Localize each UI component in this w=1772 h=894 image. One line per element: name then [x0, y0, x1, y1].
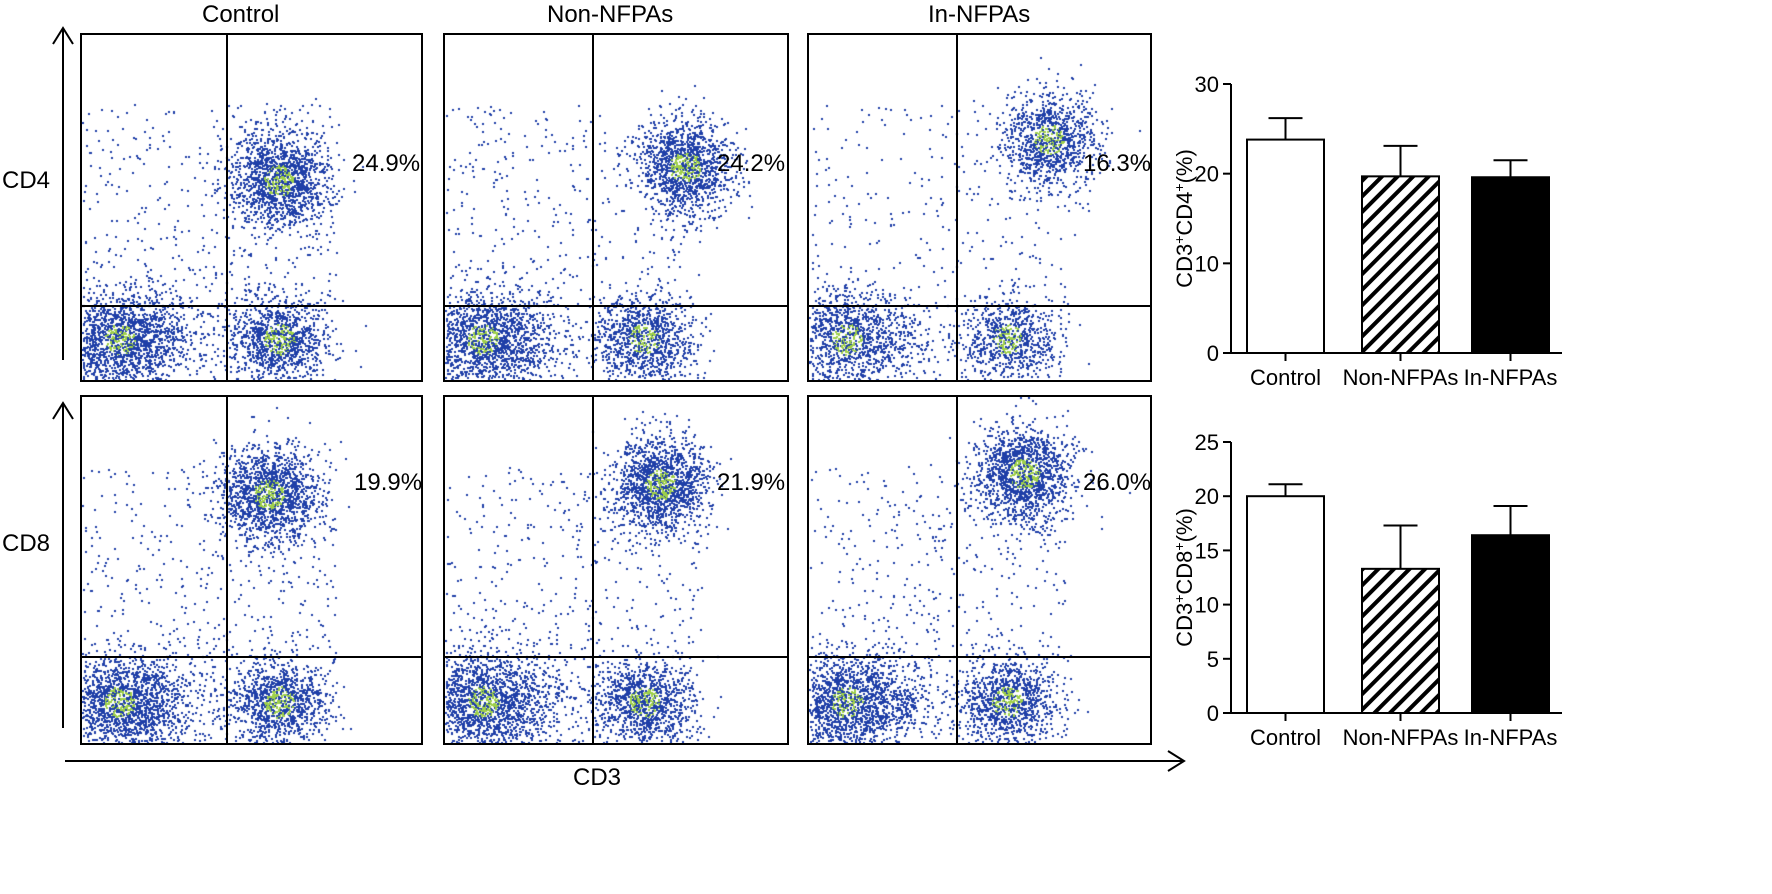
quadrant-line-horizontal — [82, 656, 421, 658]
superscript-plus: + — [1171, 183, 1187, 191]
x-tick-label: Non-NFPAs — [1343, 365, 1459, 390]
bar-in-nfpas — [1471, 176, 1550, 354]
dot-plot-canvas — [445, 35, 787, 380]
x-axis-label-cd3: CD3 — [573, 764, 622, 791]
quadrant-line-horizontal — [82, 305, 421, 307]
quadrant-line-horizontal — [809, 656, 1150, 658]
quadrant-line-vertical — [956, 397, 958, 743]
dot-plot-canvas — [82, 35, 421, 380]
quadrant-percent: 16.3% — [1083, 150, 1152, 177]
superscript-plus: + — [1171, 595, 1187, 603]
y-axis-label: CD3+CD8+(%) — [1171, 508, 1197, 647]
quadrant-line-horizontal — [445, 305, 787, 307]
column-title-control: Control — [202, 1, 280, 28]
x-tick-label: In-NFPAs — [1464, 725, 1558, 750]
superscript-plus: + — [1171, 542, 1187, 550]
x-tick-label: In-NFPAs — [1464, 365, 1558, 390]
scatter-panel-cd8-in-nfpas: 26.0% — [807, 395, 1152, 745]
scatter-panel-cd4-control: 24.9% — [80, 33, 423, 382]
scatter-panel-cd8-non-nfpas: 21.9% — [443, 395, 789, 745]
quadrant-line-vertical — [226, 397, 228, 743]
y-tick-label: 0 — [1207, 341, 1219, 366]
quadrant-percent: 26.0% — [1083, 469, 1152, 496]
y-axis-label-part: CD3 — [1172, 603, 1197, 647]
quadrant-line-horizontal — [445, 656, 787, 658]
column-title-in-nfpas: In-NFPAs — [928, 1, 1031, 28]
y-tick-label: 20 — [1195, 162, 1219, 187]
y-axis-label: CD3+CD4+(%) — [1171, 149, 1197, 288]
y-tick-label: 25 — [1195, 430, 1219, 455]
x-tick-label: Control — [1250, 365, 1321, 390]
y-tick-label: 10 — [1195, 251, 1219, 276]
scatter-panel-cd4-in-nfpas: 16.3% — [807, 33, 1152, 382]
dot-plot-canvas — [445, 397, 787, 743]
y-axis-label-part: CD3 — [1172, 244, 1197, 288]
x-tick-label: Non-NFPAs — [1343, 725, 1459, 750]
bar-control — [1246, 495, 1325, 715]
quadrant-percent: 24.2% — [717, 150, 786, 177]
dot-plot-canvas — [809, 35, 1150, 380]
y-axis-label-part: (%) — [1172, 149, 1197, 183]
y-tick-label: 30 — [1195, 72, 1219, 97]
dot-plot-canvas — [82, 397, 421, 743]
scatter-panel-cd4-non-nfpas: 24.2% — [443, 33, 789, 382]
bar-in-nfpas — [1471, 534, 1550, 714]
bar-control — [1246, 138, 1325, 354]
y-tick-label: 0 — [1207, 701, 1219, 726]
column-title-non-nfpas: Non-NFPAs — [547, 1, 674, 28]
y-tick-label: 20 — [1195, 484, 1219, 509]
quadrant-percent: 24.9% — [352, 150, 421, 177]
y-tick-label: 5 — [1207, 647, 1219, 672]
bar-non-nfpas — [1361, 567, 1440, 714]
bar-non-nfpas — [1361, 175, 1440, 354]
quadrant-line-vertical — [226, 35, 228, 380]
x-tick-label: Control — [1250, 725, 1321, 750]
dot-plot-canvas — [809, 397, 1150, 743]
superscript-plus: + — [1171, 236, 1187, 244]
y-axis-label-part: CD4 — [1172, 192, 1197, 236]
quadrant-line-horizontal — [809, 305, 1150, 307]
quadrant-percent: 21.9% — [717, 469, 786, 496]
y-axis-label-part: CD8 — [1172, 551, 1197, 595]
scatter-panel-cd8-control: 19.9% — [80, 395, 423, 745]
row-label-cd4: CD4 — [2, 167, 51, 194]
quadrant-percent: 19.9% — [354, 469, 423, 496]
row-label-cd8: CD8 — [2, 530, 51, 557]
y-tick-label: 10 — [1195, 593, 1219, 618]
quadrant-line-vertical — [956, 35, 958, 380]
y-axis-label-part: (%) — [1172, 508, 1197, 542]
y-tick-label: 15 — [1195, 538, 1219, 563]
quadrant-line-vertical — [592, 397, 594, 743]
quadrant-line-vertical — [592, 35, 594, 380]
